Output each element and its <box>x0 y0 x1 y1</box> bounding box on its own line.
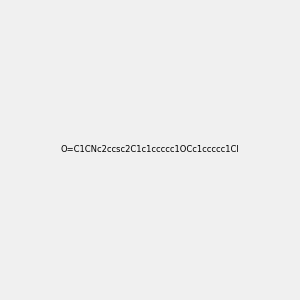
Text: O=C1CNc2ccsc2C1c1ccccc1OCc1ccccc1Cl: O=C1CNc2ccsc2C1c1ccccc1OCc1ccccc1Cl <box>61 146 239 154</box>
